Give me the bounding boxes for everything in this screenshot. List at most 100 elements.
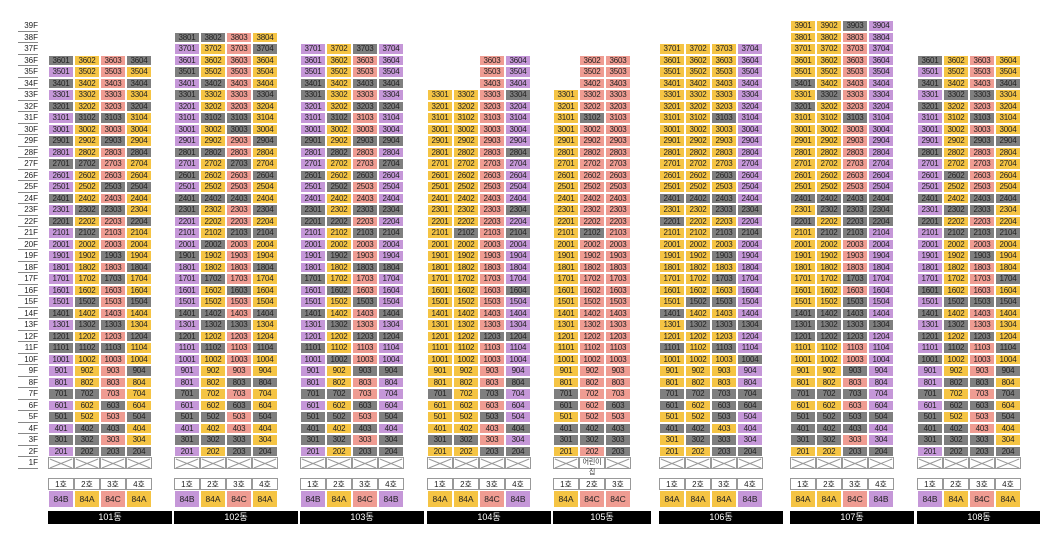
unit-cell: 2403 (842, 192, 868, 204)
unit-cell: 2503 (352, 181, 378, 193)
unit-cell: 1102 (685, 342, 711, 354)
unit-cell: 2001 (427, 238, 453, 250)
unit-cell: 2301 (48, 204, 74, 216)
unit-cell: 2702 (816, 158, 842, 170)
unit-cell: 2301 (659, 204, 685, 216)
unit-cell: 2101 (553, 227, 579, 239)
unit-cell: 1701 (917, 273, 943, 285)
unit-cell: 1803 (226, 261, 252, 273)
unit-cell: 3301 (659, 89, 685, 101)
unit-cell: 1301 (659, 319, 685, 331)
unit-cell: 2603 (352, 169, 378, 181)
unit-cell: 3501 (48, 66, 74, 78)
unit-cell: 3103 (842, 112, 868, 124)
unit-cell: 704 (378, 388, 404, 400)
unit-cell: 2802 (943, 146, 969, 158)
unit-cell: 3003 (226, 123, 252, 135)
unit-cell: 203 (605, 445, 631, 457)
unit-cell: 702 (816, 388, 842, 400)
unit-cell: 2902 (685, 135, 711, 147)
unit-cell: 1801 (790, 261, 816, 273)
unit-cell: 703 (605, 388, 631, 400)
unit-cell: 3604 (868, 54, 894, 66)
unit-cell: 1204 (378, 330, 404, 342)
unit-cell: 2702 (453, 158, 479, 170)
unit-cell: 3303 (605, 89, 631, 101)
unit-cell: 2102 (685, 227, 711, 239)
unit-cell: 704 (126, 388, 152, 400)
unit-cell: 2801 (427, 146, 453, 158)
unit-cell: 2502 (579, 181, 605, 193)
unit-cell: 2103 (226, 227, 252, 239)
unit-cell: 3103 (605, 112, 631, 124)
unit-cell: 1903 (226, 250, 252, 262)
unit-cell: 903 (842, 365, 868, 377)
unit-cell: 1404 (252, 307, 278, 319)
unit-cell: 904 (505, 365, 531, 377)
unit-cell: 2601 (553, 169, 579, 181)
unit-cell: 2803 (969, 146, 995, 158)
unit-cell: 404 (868, 422, 894, 434)
unit-cell: 2402 (453, 192, 479, 204)
unit-cell: 2402 (579, 192, 605, 204)
unit-cell: 1104 (378, 342, 404, 354)
unit-cell: 2402 (326, 192, 352, 204)
unit-cell: 2402 (200, 192, 226, 204)
unit-cell: 903 (605, 365, 631, 377)
unit-cell: 402 (453, 422, 479, 434)
unit-cell: 503 (969, 411, 995, 423)
unit-cell: 502 (943, 411, 969, 423)
unit-cell: 603 (711, 399, 737, 411)
unit-cell: 3601 (174, 54, 200, 66)
unit-cell: 2201 (553, 215, 579, 227)
empty-unit (74, 457, 100, 469)
floor-label: 19F (18, 250, 38, 262)
unit-cell: 2004 (995, 238, 1021, 250)
unit-cell: 403 (969, 422, 995, 434)
unit-cell: 1703 (100, 273, 126, 285)
unit-cell: 2403 (711, 192, 737, 204)
unit-cell: 2502 (816, 181, 842, 193)
empty-unit (685, 457, 711, 469)
unit-cell: 604 (252, 399, 278, 411)
unit-cell: 1901 (553, 250, 579, 262)
unit-cell: 3004 (126, 123, 152, 135)
unit-cell: 2204 (737, 215, 763, 227)
unit-cell: 1301 (300, 319, 326, 331)
unit-cell: 2702 (685, 158, 711, 170)
unit-type-badge: 84C (605, 490, 631, 508)
unit-cell: 1903 (100, 250, 126, 262)
unit-cell: 1803 (969, 261, 995, 273)
building-name: 106동 (659, 511, 783, 524)
unit-cell: 3002 (200, 123, 226, 135)
unit-cell: 503 (605, 411, 631, 423)
unit-cell: 2201 (659, 215, 685, 227)
unit-cell: 3703 (842, 43, 868, 55)
unit-cell: 401 (553, 422, 579, 434)
floor-label: 26F (18, 170, 38, 181)
unit-cell: 1204 (252, 330, 278, 342)
unit-cell: 1901 (48, 250, 74, 262)
unit-cell: 802 (816, 376, 842, 388)
unit-cell: 1104 (995, 342, 1021, 354)
unit-cell: 3001 (659, 123, 685, 135)
unit-cell: 1002 (685, 353, 711, 365)
unit-cell: 402 (816, 422, 842, 434)
unit-cell: 3703 (226, 43, 252, 55)
unit-cell: 1101 (48, 342, 74, 354)
unit-cell: 2603 (711, 169, 737, 181)
unit-cell: 1101 (427, 342, 453, 354)
unit-cell: 1003 (352, 353, 378, 365)
unit-cell: 1301 (427, 319, 453, 331)
unit-cell: 2704 (737, 158, 763, 170)
unit-cell: 2501 (553, 181, 579, 193)
unit-cell: 2301 (174, 204, 200, 216)
unit-cell: 1403 (969, 307, 995, 319)
floor-label: 17F (18, 273, 38, 285)
unit-cell: 3403 (711, 77, 737, 89)
unit-cell: 802 (579, 376, 605, 388)
unit-cell: 1604 (505, 284, 531, 296)
unit-cell: 1402 (453, 307, 479, 319)
unit-cell: 3301 (790, 89, 816, 101)
unit-cell: 1501 (659, 296, 685, 308)
